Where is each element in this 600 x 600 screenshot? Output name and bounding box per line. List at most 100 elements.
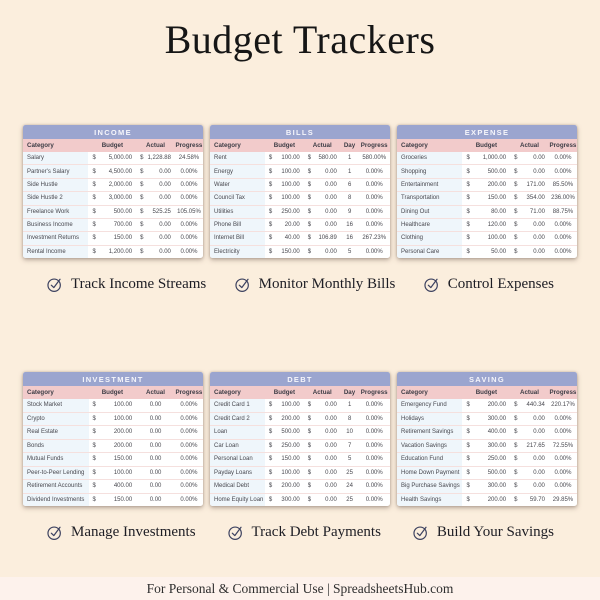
budget-value: 500.00 — [487, 469, 507, 476]
table-card-debt: DEBT Category Budget Actual Day Progress Credi… — [210, 372, 390, 506]
dollar-sign: $ — [140, 168, 144, 175]
actual-value: 0.00 — [325, 222, 337, 229]
cell-progress: 0.00% — [554, 222, 572, 229]
cell-progress: 0.00% — [180, 469, 198, 476]
dollar-sign: $ — [466, 235, 470, 242]
budget-value: 150.00 — [281, 248, 300, 255]
cell-day: 5 — [347, 248, 352, 255]
column-header-progress: Progress — [175, 389, 203, 396]
cell-day: 24 — [346, 483, 353, 490]
cell-category: Medical Debt — [210, 480, 265, 493]
cell-actual: $0.00 — [510, 152, 549, 164]
budget-value: 100.00 — [281, 155, 300, 162]
cell-budget: $100.00 — [265, 192, 304, 204]
cell-actual: 0.00 — [149, 469, 162, 476]
column-header-progress: Progress — [175, 142, 203, 149]
table-row: Transportation $150.00 $354.00 236.00% — [397, 192, 577, 206]
cell-progress: 0.00% — [365, 181, 383, 188]
table-row: Real Estate $200.00 0.00 0.00% — [23, 426, 203, 440]
cell-actual: $0.00 — [510, 246, 549, 258]
cell-actual: 0.00 — [149, 442, 162, 449]
dollar-sign: $ — [307, 195, 312, 202]
cell-budget: $2,000.00 — [88, 179, 136, 191]
cell-budget: $5,000.00 — [88, 152, 136, 164]
column-header-budget: Budget — [273, 142, 296, 149]
dollar-sign: $ — [268, 415, 273, 422]
cell-budget: $150.00 — [89, 494, 137, 507]
budget-value: 700.00 — [113, 222, 133, 229]
cell-budget: $100.00 — [265, 467, 304, 480]
dollar-sign: $ — [466, 415, 470, 422]
actual-value: 59.70 — [529, 496, 545, 503]
actual-value: 0.00 — [159, 235, 171, 242]
table-row: Shopping $500.00 $0.00 0.00% — [397, 165, 577, 179]
cell-budget: $100.00 — [265, 152, 304, 164]
cell-progress: 0.00% — [554, 155, 572, 162]
cell-category: Side Hustle — [23, 178, 89, 192]
cell-actual: $0.00 — [304, 480, 341, 493]
dollar-sign: $ — [514, 208, 518, 215]
dollar-sign: $ — [268, 469, 273, 476]
budget-value: 100.00 — [281, 181, 300, 188]
dollar-sign: $ — [307, 168, 312, 175]
table-row: Big Purchase Savings $300.00 $0.00 0.00% — [397, 480, 577, 494]
cell-category: Mutual Funds — [23, 453, 89, 466]
cell-progress: 580.00% — [362, 155, 387, 162]
cell-actual: $0.00 — [510, 232, 549, 244]
table-row: Investment Returns $150.00 $0.00 0.00% — [23, 232, 203, 246]
actual-value: 580.00 — [318, 155, 337, 162]
footer-text: For Personal & Commercial Use | Spreadsh… — [146, 580, 454, 596]
cell-actual: 0.00 — [149, 402, 162, 409]
actual-value: 0.00 — [159, 181, 171, 188]
cell-progress: 0.00% — [365, 496, 383, 503]
cell-budget: $150.00 — [88, 232, 136, 244]
table-title: INVESTMENT — [23, 372, 203, 386]
dollar-sign: $ — [466, 208, 470, 215]
cell-category: Rental Income — [23, 245, 89, 258]
cell-progress: 0.00% — [365, 248, 383, 255]
table-row: Mutual Funds $150.00 0.00 0.00% — [23, 453, 203, 467]
table-row: Dining Out $80.00 $71.00 88.75% — [397, 205, 577, 219]
cell-budget: $300.00 — [462, 413, 510, 426]
cell-progress: 0.00% — [365, 168, 383, 175]
cell-actual: $1,228.88 — [136, 152, 175, 164]
table-row: Vacation Savings $300.00 $217.65 72.55% — [397, 439, 577, 453]
dollar-sign: $ — [514, 483, 518, 490]
table-header-row: Category Budget Actual Day Progress — [210, 386, 390, 399]
cell-actual: $0.00 — [304, 192, 341, 204]
column-header-budget: Budget — [101, 389, 124, 396]
dollar-sign: $ — [514, 155, 518, 162]
column-header-actual: Actual — [146, 389, 165, 396]
dollar-sign: $ — [268, 456, 273, 463]
feature-label: Manage Investments — [71, 524, 196, 540]
cell-progress: 0.00% — [180, 429, 198, 436]
table-header-row: Category Budget Actual Progress — [23, 139, 203, 152]
cell-actual: $0.00 — [136, 246, 175, 258]
actual-value: 0.00 — [533, 469, 545, 476]
cell-progress: 0.00% — [554, 483, 572, 490]
cell-actual: $0.00 — [510, 453, 549, 466]
cell-category: Stock Market — [23, 399, 89, 412]
table-row: Utilities $250.00 $0.00 9 0.00% — [210, 205, 390, 219]
dollar-sign: $ — [514, 456, 518, 463]
budget-value: 200.00 — [281, 483, 300, 490]
cell-category: Big Purchase Savings — [397, 480, 463, 493]
actual-value: 440.34 — [526, 402, 545, 409]
table-row: Clothing $100.00 $0.00 0.00% — [397, 232, 577, 246]
actual-value: 1,228.88 — [147, 155, 171, 162]
table-body: Emergency Fund $200.00 $440.34 220.17% Holid… — [397, 399, 577, 506]
cell-budget: $1,000.00 — [462, 152, 510, 164]
cell-actual: $0.00 — [304, 206, 341, 218]
actual-value: 0.00 — [325, 496, 337, 503]
table-row: Home Equity Loan $300.00 $0.00 25 0.00% — [210, 493, 390, 506]
dollar-sign: $ — [92, 483, 96, 490]
budget-value: 3,000.00 — [108, 195, 133, 202]
cell-category: Groceries — [397, 152, 463, 165]
dollar-sign: $ — [466, 469, 470, 476]
dollar-sign: $ — [268, 235, 273, 242]
cell-budget: $80.00 — [462, 206, 510, 218]
table-row: Holidays $300.00 $0.00 0.00% — [397, 412, 577, 426]
table-title: BILLS — [210, 125, 390, 139]
cell-category: Home Down Payment — [397, 466, 463, 479]
budget-value: 250.00 — [487, 456, 507, 463]
